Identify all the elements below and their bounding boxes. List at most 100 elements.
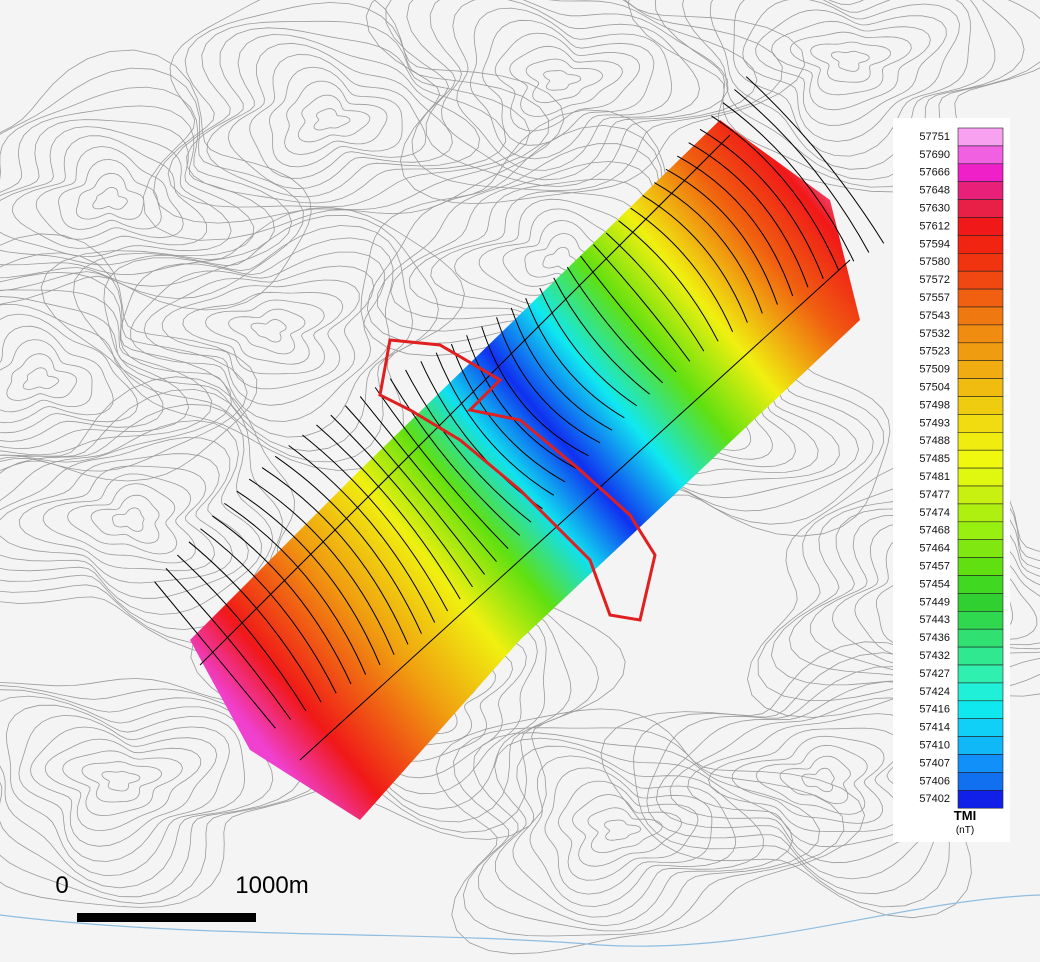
contour [142,0,565,241]
tmi-contour [330,414,473,588]
legend-swatch [957,127,1004,147]
legend-swatch [957,449,1004,469]
legend-entries: 57751 57690 57666 57648 57630 57612 57594 57580… [919,127,1004,809]
legend-swatch [957,539,1004,558]
legend-swatch [957,736,1004,755]
contour [268,66,403,168]
legend-title: TMI [954,808,976,823]
tmi-contour [525,298,625,419]
legend-swatch [957,575,1004,594]
scale-start: 0 [55,872,68,899]
contour [435,708,866,955]
legend-label: 57543 [919,310,950,322]
legend-label: 57523 [919,346,950,358]
contour [204,299,325,365]
legend-label: 57751 [919,131,950,143]
legend-swatch [957,414,1004,433]
legend-label: 57666 [919,167,950,179]
contour [167,20,531,208]
contour [72,215,439,463]
tmi-contour [466,335,577,470]
tmi-contour [154,581,276,729]
contour [297,94,371,143]
legend-label: 57468 [919,525,950,537]
contour [161,279,360,390]
legend-swatch [957,557,1004,576]
contour [0,685,331,905]
contour [481,19,655,146]
contour [0,678,357,908]
contour [143,265,375,406]
contour [0,252,248,472]
tmi-contour [177,554,307,712]
legend-swatch [957,288,1004,308]
legend-label: 57427 [919,668,950,680]
legend-label: 57474 [919,507,950,519]
contour [543,70,582,91]
legend-swatch [957,270,1004,290]
legend-swatch [957,646,1004,666]
contour [0,304,164,442]
contour [90,494,160,544]
contour [81,761,162,803]
tmi-contour [677,155,794,297]
legend-swatch [957,503,1004,523]
contour [0,86,293,287]
contour [101,771,141,792]
contour [6,704,246,877]
legend-label: 57481 [919,471,950,483]
contour [228,308,306,355]
legend-swatch [957,467,1004,487]
contour [0,233,258,482]
legend-label: 57410 [919,739,950,751]
tmi-contour [389,378,521,536]
legend-label: 57454 [919,578,950,590]
tmi-contour [699,128,824,279]
contour [0,453,233,584]
contour [708,727,901,833]
legend-label: 57443 [919,614,950,626]
tmi-contour [261,467,409,645]
legend-label: 57690 [919,149,950,161]
tmi-contour [566,266,664,384]
tmi-contour [288,445,436,623]
contour [810,41,892,83]
contour [186,27,507,204]
contour [92,186,128,210]
contour [42,473,196,564]
legend-swatch [957,324,1004,344]
contour [557,780,699,881]
survey-line [299,259,851,761]
legend-label: 57488 [919,435,950,447]
legend-label: 57416 [919,704,950,716]
tmi-contour [274,455,422,634]
tmi-contour [435,352,555,496]
legend-label: 57630 [919,202,950,214]
legend-label: 57477 [919,489,950,501]
tmi-contour [405,369,532,523]
contour [494,32,641,132]
legend-swatch [957,682,1004,702]
contour [469,7,673,160]
contour [733,0,971,157]
legend-swatch [957,485,1004,505]
contour [67,483,178,555]
legend-swatch [957,235,1004,254]
contour [75,172,145,220]
legend-label: 57509 [919,364,950,376]
tmi-contour [593,244,691,362]
contour [130,251,385,422]
legend-swatch [957,199,1004,218]
contour [529,755,737,907]
contour [512,745,764,918]
contour [779,755,851,805]
legend-label: 57557 [919,292,950,304]
tmi-contour [539,288,638,407]
contour [182,291,344,375]
tmi-contour [302,434,449,612]
tmi-grid [190,120,860,820]
legend-label: 57532 [919,328,950,340]
legend-label: 57493 [919,417,950,429]
